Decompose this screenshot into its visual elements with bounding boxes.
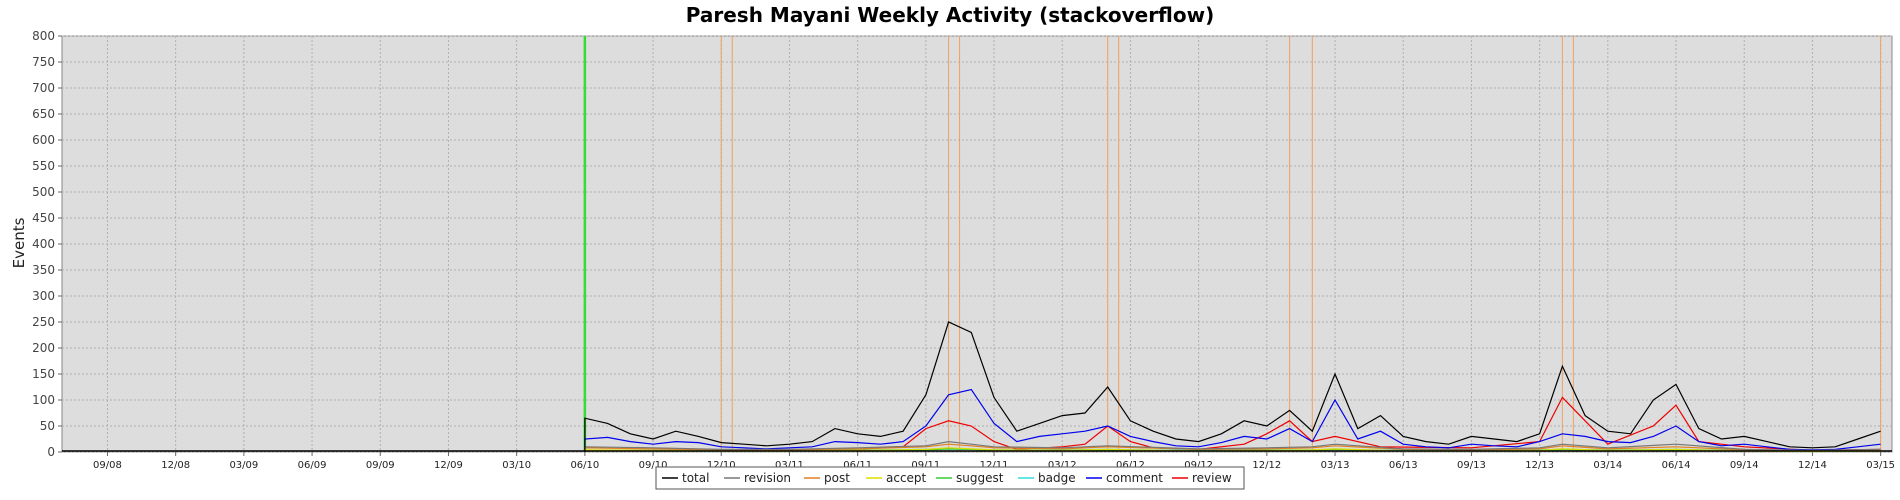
x-tick-label: 06/13	[1389, 460, 1418, 471]
y-tick-label: 600	[32, 133, 55, 147]
x-tick-label: 09/10	[639, 460, 668, 471]
legend: total revision post accept suggest badge comme…	[655, 466, 1245, 490]
y-tick-label: 700	[32, 81, 55, 95]
grid-lines	[62, 35, 1892, 453]
x-tick-label: 09/11	[911, 460, 940, 471]
legend-label-revision: revision	[744, 471, 791, 485]
x-tick-label: 09/09	[366, 460, 395, 471]
y-axis-ticks: 0 50 100 150 200 250 300 350 400 450 500 550 600 650 7…	[32, 29, 62, 459]
y-tick-label: 0	[47, 445, 55, 459]
x-tick-label: 03/14	[1593, 460, 1622, 471]
event-markers	[583, 36, 1882, 452]
y-tick-label: 300	[32, 289, 55, 303]
plot-area	[61, 35, 1893, 453]
x-tick-label: 12/13	[1525, 460, 1554, 471]
series-line-comment	[584, 388, 1881, 452]
y-tick-label: 550	[32, 159, 55, 173]
y-tick-label: 400	[32, 237, 55, 251]
series-lines	[62, 321, 1892, 453]
legend-label-comment: comment	[1106, 471, 1163, 485]
x-tick-label: 03/11	[775, 460, 804, 471]
x-tick-label: 03/12	[1048, 460, 1077, 471]
x-tick-label: 12/10	[707, 460, 736, 471]
x-tick-label: 03/09	[229, 460, 258, 471]
x-tick-label: 06/10	[570, 460, 599, 471]
series-line-total	[584, 321, 1881, 452]
x-tick-label: 06/14	[1662, 460, 1691, 471]
x-tick-label: 12/08	[161, 460, 190, 471]
y-tick-label: 450	[32, 211, 55, 225]
y-tick-label: 500	[32, 185, 55, 199]
x-tick-label: 06/11	[843, 460, 872, 471]
y-tick-label: 800	[32, 29, 55, 43]
x-tick-label: 09/14	[1730, 460, 1759, 471]
x-tick-label: 03/15	[1866, 460, 1895, 471]
x-tick-label: 12/11	[980, 460, 1009, 471]
x-tick-label: 12/14	[1798, 460, 1827, 471]
legend-label-review: review	[1192, 471, 1232, 485]
y-tick-label: 350	[32, 263, 55, 277]
x-tick-label: 09/13	[1457, 460, 1486, 471]
x-tick-label: 03/10	[502, 460, 531, 471]
x-tick-label: 09/12	[1184, 460, 1213, 471]
x-tick-label: 06/09	[298, 460, 327, 471]
y-tick-label: 750	[32, 55, 55, 69]
y-axis-label: Events	[10, 217, 28, 268]
y-tick-label: 650	[32, 107, 55, 121]
x-tick-label: 09/08	[93, 460, 122, 471]
legend-label-total: total	[682, 471, 709, 485]
x-tick-label: 12/09	[434, 460, 463, 471]
x-tick-label: 06/12	[1116, 460, 1145, 471]
series-line-review	[857, 396, 1881, 452]
chart-title: Paresh Mayani Weekly Activity (stackover…	[686, 3, 1214, 27]
y-tick-label: 50	[40, 419, 55, 433]
legend-label-post: post	[824, 471, 850, 485]
y-tick-label: 100	[32, 393, 55, 407]
x-tick-label: 03/13	[1321, 460, 1350, 471]
legend-label-accept: accept	[886, 471, 927, 485]
legend-label-suggest: suggest	[956, 471, 1004, 485]
x-tick-label: 12/12	[1252, 460, 1281, 471]
y-tick-label: 250	[32, 315, 55, 329]
legend-label-badge: badge	[1038, 471, 1076, 485]
y-tick-label: 150	[32, 367, 55, 381]
x-axis-ticks: 09/08 12/08 03/09 06/09 09/09 12/09 03/10 06/10…	[93, 452, 1895, 471]
y-tick-label: 200	[32, 341, 55, 355]
series-line-revision	[584, 440, 1881, 452]
